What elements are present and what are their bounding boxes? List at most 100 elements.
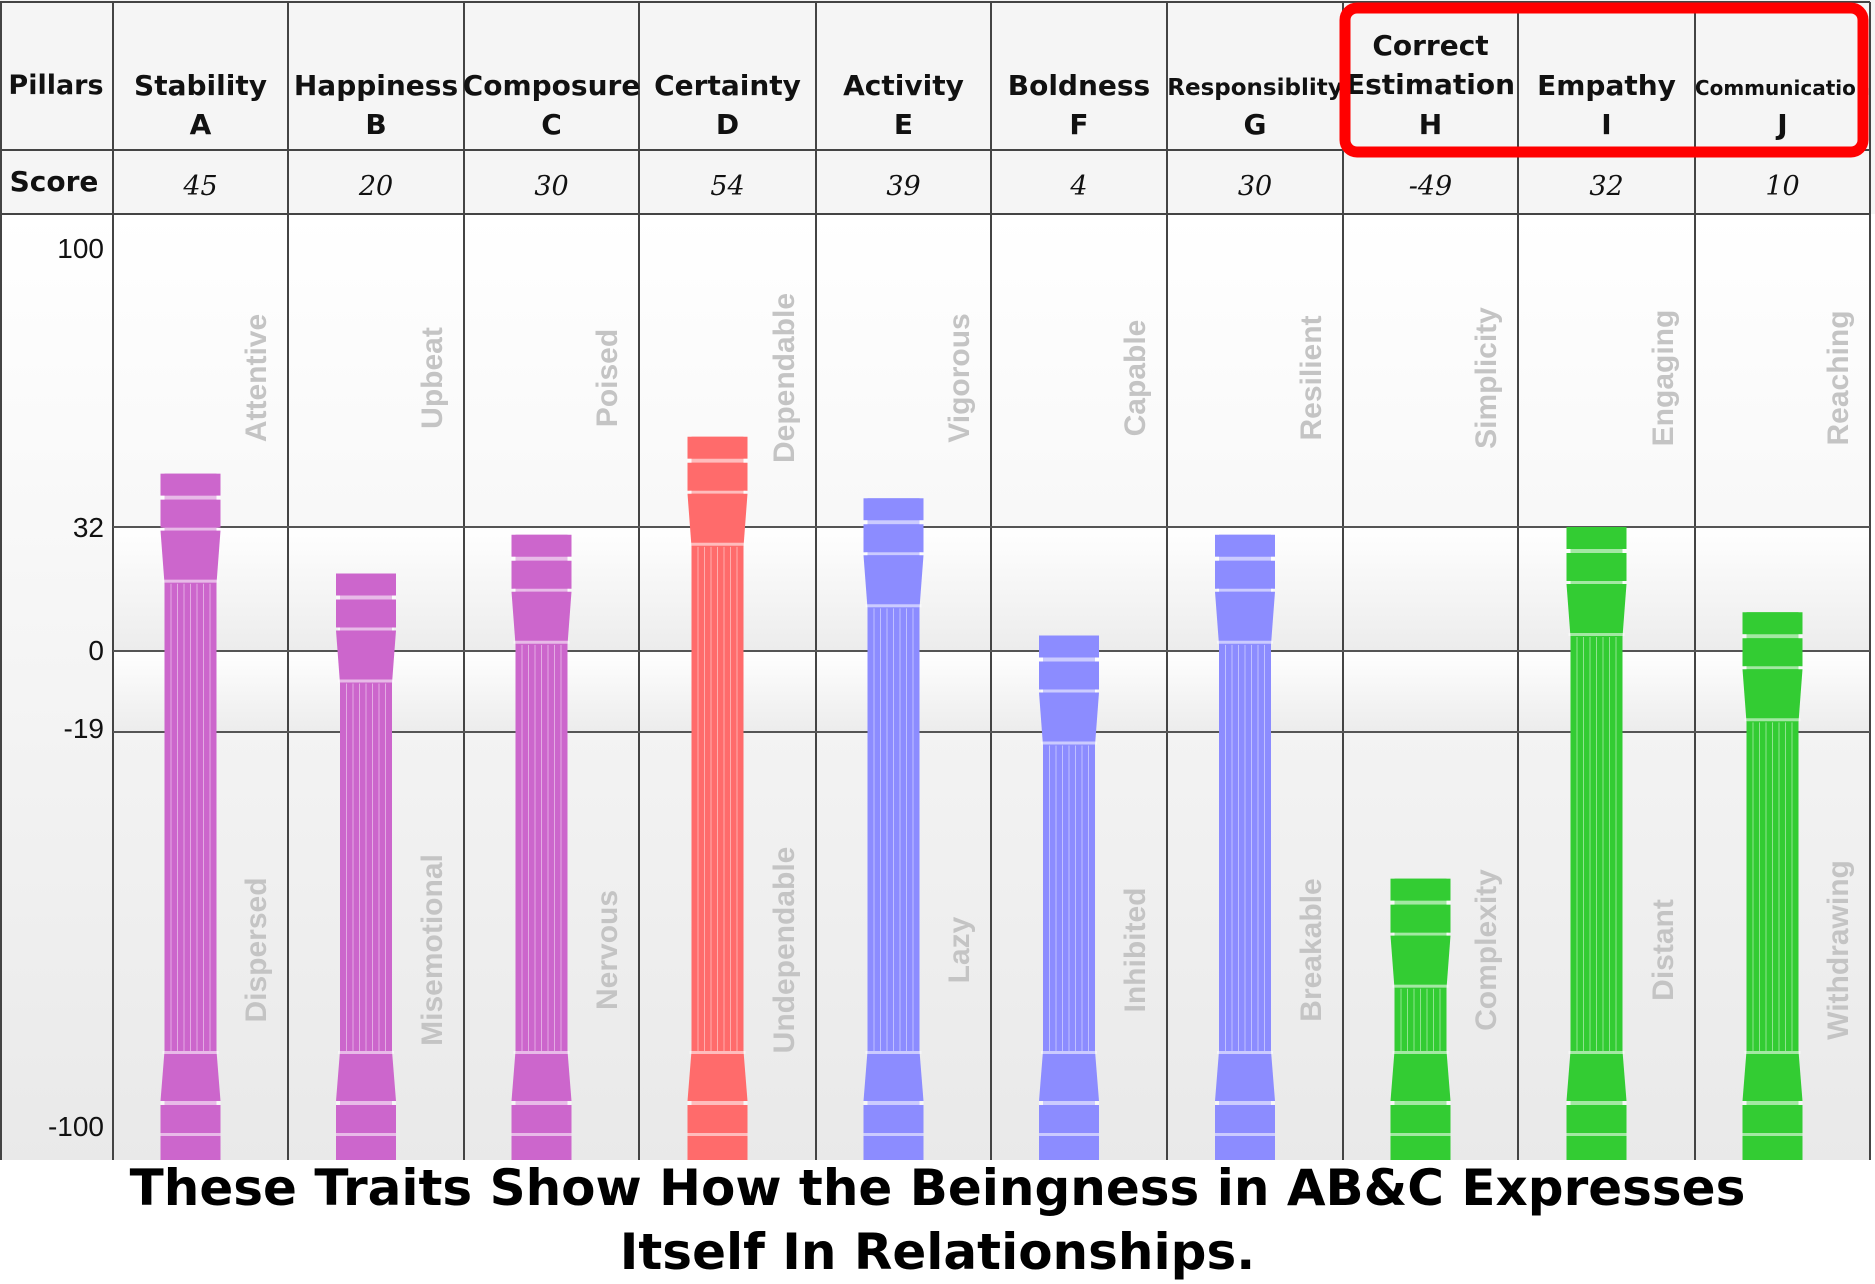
column-plinth (1215, 1105, 1275, 1160)
column-base-line (1568, 1051, 1625, 1054)
pillar-name: Stability (134, 69, 267, 102)
column-capital (687, 436, 748, 459)
column-capital-line (1217, 640, 1273, 644)
column-capital (1390, 878, 1451, 901)
positive-trait: Dependable (768, 293, 801, 463)
pillar-score: 54 (710, 171, 744, 202)
column-base-line (511, 1133, 572, 1136)
column-capital (1566, 527, 1627, 549)
highlight-box (1339, 2, 1869, 158)
column-base (511, 1051, 572, 1101)
pillar-score: 10 (1765, 171, 1799, 202)
positive-trait: Capable (1119, 320, 1152, 437)
pillar-column-f (1039, 635, 1099, 1160)
column-base-line (336, 1133, 396, 1136)
negative-trait: Lazy (943, 916, 976, 983)
y-tick-label: 32 (73, 512, 104, 543)
chart-title-line-1: These Traits Show How the Beingness in A… (129, 1159, 1746, 1217)
column-base-line (160, 1133, 221, 1136)
positive-trait: Poised (591, 329, 624, 427)
negative-trait: Nervous (591, 890, 624, 1010)
column-base-line (689, 1051, 746, 1054)
column-capital (1742, 612, 1803, 635)
pillar-column-e (863, 498, 924, 1160)
pillar-letter: C (541, 108, 562, 141)
chart-title: These Traits Show How the Beingness in A… (0, 1156, 1875, 1284)
column-capital-line (513, 640, 570, 644)
column-base-line (511, 1101, 572, 1105)
column-capital (1566, 553, 1627, 581)
column-plinth (160, 1105, 221, 1160)
pillar-letter: G (1244, 108, 1267, 141)
column-shaft (691, 436, 744, 1160)
column-base-line (865, 1051, 922, 1054)
pillar-column-d (687, 436, 748, 1160)
column-base-line (1744, 1051, 1801, 1054)
column-base-line (1742, 1133, 1803, 1136)
column-capital-line (1041, 689, 1097, 693)
positive-trait: Resilient (1295, 315, 1328, 440)
column-capital-line (336, 595, 396, 600)
pillar-name: Certainty (654, 69, 801, 102)
pillars-label: Pillars (8, 70, 103, 101)
column-base-line (687, 1101, 748, 1105)
pillar-letter: I (1601, 108, 1611, 141)
column-neck (687, 493, 748, 547)
column-base-line (1392, 1051, 1449, 1054)
pillar-name: Correct (1372, 29, 1488, 62)
pillar-letter: D (716, 108, 739, 141)
pillar-score: 20 (358, 171, 393, 202)
column-neck (511, 591, 572, 645)
column-base (863, 1051, 924, 1101)
positive-trait: Upbeat (416, 327, 449, 429)
pillar-column-g (1215, 534, 1275, 1160)
column-capital (1039, 661, 1099, 690)
column-neck (160, 530, 221, 584)
column-neck (1566, 584, 1627, 637)
column-capital (160, 473, 221, 496)
column-capital-line (1392, 932, 1449, 936)
negative-trait: Undependable (768, 847, 801, 1054)
column-plinth (336, 1105, 396, 1160)
pillar-name: Empathy (1537, 69, 1676, 102)
column-capital-line (338, 627, 394, 631)
column-base-line (1566, 1101, 1627, 1105)
column-base-line (1215, 1101, 1275, 1105)
column-base-line (1041, 1051, 1097, 1054)
pillar-score: 45 (182, 171, 217, 202)
column-shaft (867, 498, 920, 1160)
column-base (687, 1051, 748, 1101)
column-base (1566, 1051, 1627, 1101)
positive-trait: Vigorous (943, 313, 976, 442)
column-capital (336, 599, 396, 628)
pillar-score: 4 (1069, 171, 1087, 202)
positive-trait: Simplicity (1470, 307, 1503, 449)
column-capital-line (863, 520, 924, 525)
column-capital-line (1568, 581, 1625, 584)
score-label: Score (10, 165, 99, 198)
column-plinth (1390, 1105, 1451, 1160)
pillar-name: Communication (1695, 76, 1870, 100)
column-base-line (863, 1101, 924, 1105)
pillar-column-a (160, 473, 221, 1160)
column-capital-line (1568, 633, 1625, 636)
y-tick-label: -100 (48, 1111, 104, 1142)
column-base-line (338, 1051, 394, 1054)
column-base-line (336, 1101, 396, 1105)
negative-trait: Inhibited (1119, 888, 1152, 1013)
column-capital (160, 499, 221, 528)
pillar-column-h (1390, 878, 1451, 1160)
column-capital-line (1742, 634, 1803, 639)
column-base (1039, 1051, 1099, 1101)
y-tick-label: -19 (64, 713, 104, 744)
column-base-line (863, 1133, 924, 1136)
positive-trait: Reaching (1822, 310, 1855, 445)
column-capital-line (511, 556, 572, 561)
column-capital-line (687, 458, 748, 463)
column-capital (1215, 534, 1275, 557)
column-capital-line (1041, 741, 1097, 745)
column-capital-line (1566, 549, 1627, 553)
positive-trait: Engaging (1647, 310, 1680, 447)
column-base-line (1215, 1133, 1275, 1136)
pillar-name: Boldness (1008, 69, 1150, 102)
